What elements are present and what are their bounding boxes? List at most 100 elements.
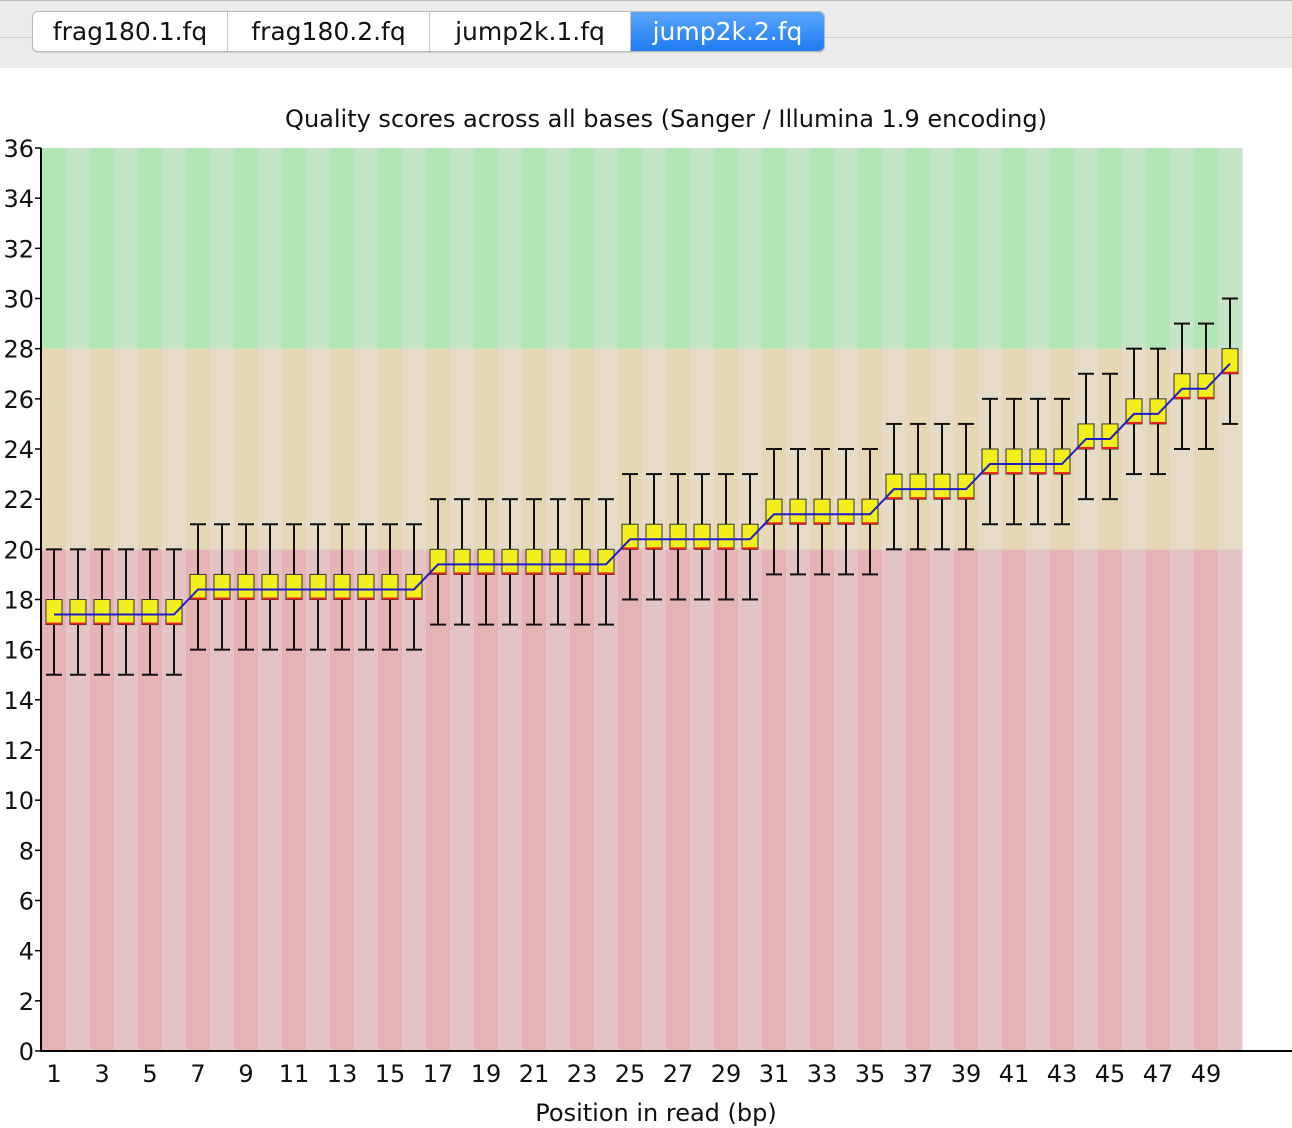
y-tick-label: 18 — [3, 587, 34, 615]
zone-good-band — [330, 148, 355, 349]
zone-good-band — [762, 148, 787, 349]
x-tick-label: 7 — [190, 1060, 205, 1088]
box — [957, 473, 975, 500]
box — [69, 599, 87, 626]
x-tick-label: 1 — [46, 1060, 61, 1088]
x-tick-label: 11 — [279, 1060, 310, 1088]
zone-good-band — [930, 148, 955, 349]
x-tick-label: 37 — [903, 1060, 934, 1088]
y-tick-label: 30 — [3, 286, 34, 314]
zone-poor-band — [858, 549, 883, 1051]
x-tick-label: 35 — [855, 1060, 886, 1088]
zone-good-band — [738, 148, 763, 349]
zone-good-band — [402, 148, 427, 349]
zone-poor-band — [882, 549, 907, 1051]
file-tab-bar: frag180.1.fq frag180.2.fq jump2k.1.fq ju… — [0, 0, 1292, 68]
zone-poor-band — [1170, 549, 1195, 1051]
y-tick-label: 14 — [3, 687, 34, 715]
zone-poor-band — [834, 549, 859, 1051]
zone-poor-band — [1098, 549, 1123, 1051]
box — [741, 523, 759, 550]
zone-poor-band — [1122, 549, 1147, 1051]
zone-good-band — [786, 148, 811, 349]
box — [1101, 423, 1119, 450]
zone-poor-band — [1026, 549, 1051, 1051]
chart-title: Quality scores across all bases (Sanger … — [285, 105, 1047, 133]
zone-good-band — [426, 148, 451, 349]
zone-poor-band — [906, 549, 931, 1051]
tab-jump2k-1[interactable]: jump2k.1.fq — [430, 12, 631, 51]
zone-poor-band — [1218, 549, 1243, 1051]
zone-poor-band — [594, 549, 619, 1051]
zone-poor-band — [546, 549, 571, 1051]
box — [525, 548, 543, 575]
box — [405, 573, 423, 601]
zone-poor-band — [570, 549, 595, 1051]
box — [837, 498, 855, 525]
x-tick-label: 19 — [471, 1060, 502, 1088]
box — [549, 548, 567, 575]
zone-good-band — [114, 148, 139, 349]
zone-poor-band — [666, 549, 691, 1051]
zone-good-band — [1074, 148, 1099, 349]
y-tick-label: 34 — [3, 185, 34, 213]
zone-reasonable-band — [138, 348, 163, 550]
zone-poor-band — [1050, 549, 1075, 1051]
y-tick-label: 4 — [19, 938, 34, 966]
zone-good-band — [546, 148, 571, 349]
zone-good-band — [1002, 148, 1027, 349]
x-tick-label: 31 — [759, 1060, 790, 1088]
zone-poor-band — [1074, 549, 1099, 1051]
zone-poor-band — [618, 549, 643, 1051]
y-tick-label: 22 — [3, 486, 34, 514]
box — [261, 573, 279, 601]
box — [285, 573, 303, 601]
box — [141, 599, 159, 626]
y-tick-label: 2 — [19, 988, 34, 1016]
x-tick-label: 5 — [142, 1060, 157, 1088]
zone-good-band — [282, 148, 307, 349]
zone-good-band — [810, 148, 835, 349]
zone-good-band — [378, 148, 403, 349]
zone-good-band — [234, 148, 259, 349]
box — [669, 523, 687, 550]
x-tick-label: 17 — [423, 1060, 454, 1088]
zone-reasonable-band — [258, 348, 283, 550]
box — [381, 573, 399, 601]
zone-reasonable-band — [378, 348, 403, 550]
x-axis-ticks: 1 3 5 7 9 11 13 15 17 19 21 23 25 27 29 31 33 35 37 39 41 43 4… — [46, 1060, 1221, 1088]
tab-jump2k-2[interactable]: jump2k.2.fq — [631, 12, 824, 51]
x-tick-label: 23 — [567, 1060, 598, 1088]
tab-frag180-1[interactable]: frag180.1.fq — [33, 12, 228, 51]
zone-poor-band — [1194, 549, 1219, 1051]
y-tick-label: 26 — [3, 386, 34, 414]
zone-good-band — [138, 148, 163, 349]
y-tick-label: 32 — [3, 235, 34, 263]
zone-poor-band — [426, 549, 451, 1051]
x-tick-label: 13 — [327, 1060, 358, 1088]
box — [93, 599, 111, 626]
zone-good-band — [522, 148, 547, 349]
zone-poor-band — [786, 549, 811, 1051]
x-tick-label: 25 — [615, 1060, 646, 1088]
box — [1053, 448, 1071, 475]
zone-reasonable-band — [66, 348, 91, 550]
box — [333, 573, 351, 601]
box — [693, 523, 711, 550]
zone-good-band — [450, 148, 475, 349]
zone-good-band — [498, 148, 523, 349]
zone-good-band — [474, 148, 499, 349]
tab-frag180-2[interactable]: frag180.2.fq — [228, 12, 430, 51]
box — [645, 523, 663, 550]
zone-good-band — [1170, 148, 1195, 349]
zone-poor-band — [450, 549, 475, 1051]
box — [501, 548, 519, 575]
y-tick-label: 8 — [19, 837, 34, 865]
file-tabs: frag180.1.fq frag180.2.fq jump2k.1.fq ju… — [32, 11, 825, 52]
zone-good-band — [594, 148, 619, 349]
box — [213, 573, 231, 601]
zone-good-band — [906, 148, 931, 349]
zone-poor-band — [978, 549, 1003, 1051]
box — [453, 548, 471, 575]
zone-good-band — [714, 148, 739, 349]
